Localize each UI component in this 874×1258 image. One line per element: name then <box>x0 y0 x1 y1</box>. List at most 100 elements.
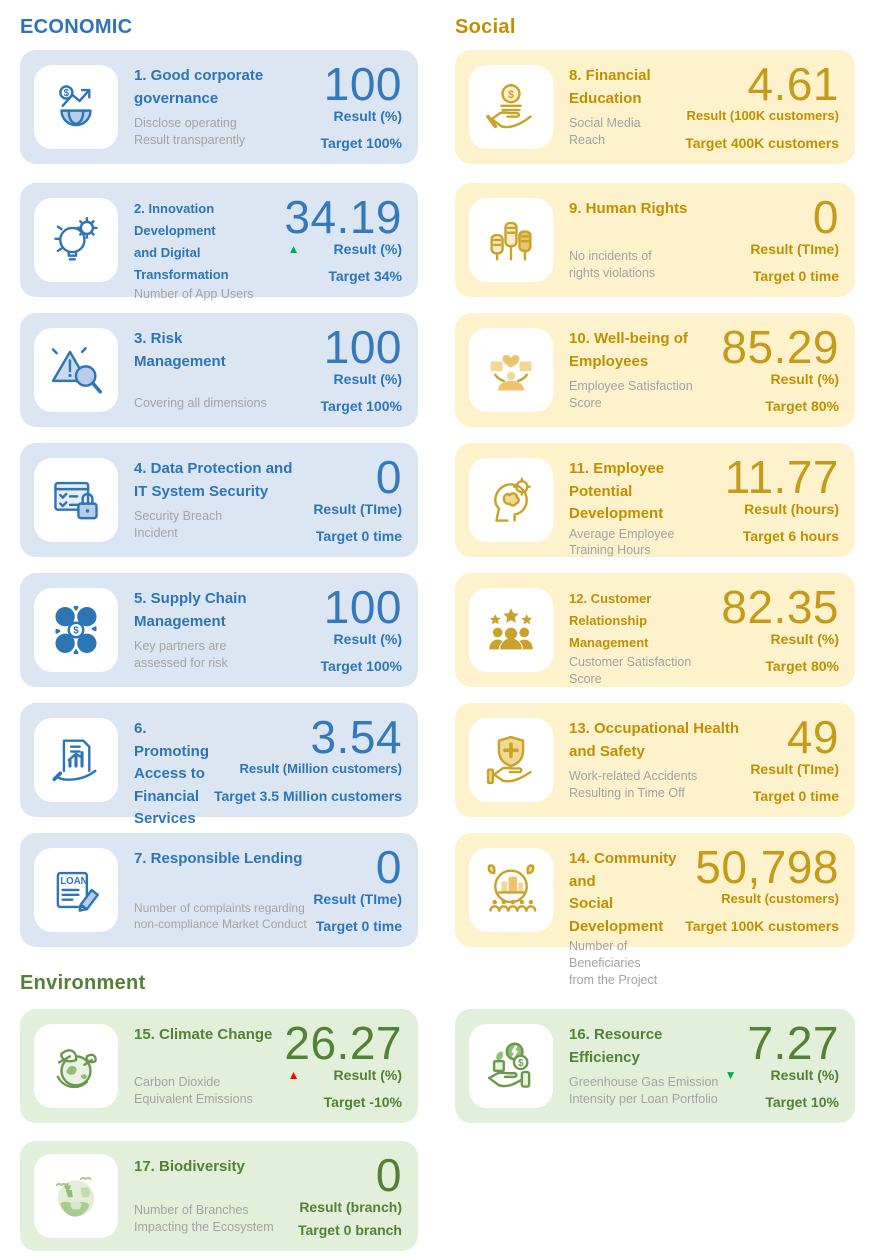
target-label: Target 400K customers <box>685 135 839 151</box>
head-brain-gear-icon <box>469 458 553 542</box>
coin-in-hand-icon: $ <box>469 65 553 149</box>
card-title: 2. Innovation Development and Digital Tr… <box>134 201 229 283</box>
result-label: Result (customers) <box>721 890 839 906</box>
target-label: Target 0 branch <box>298 1222 402 1238</box>
card-customer-relationship: 12. Customer Relationship Management Cus… <box>455 573 855 687</box>
people-stars-icon <box>469 588 553 672</box>
card-subtitle: Customer Satisfaction Score <box>569 655 692 687</box>
target-label: Target 100% <box>320 658 402 674</box>
card-subtitle: Employee Satisfaction Score <box>569 379 693 411</box>
raised-fists-icon <box>469 198 553 282</box>
trend-up-icon: ▲ <box>287 241 300 256</box>
card-data-protection: 4. Data Protection and IT System Securit… <box>20 443 418 557</box>
result-value: 82.35 <box>721 581 839 633</box>
result-value: 50,798 <box>695 841 839 893</box>
section-header-economic: ECONOMIC <box>20 16 133 38</box>
card-subtitle: Number of App Users <box>134 287 254 302</box>
card-title: 16. Resource Efficiency <box>569 1026 663 1066</box>
result-label: Result (branch) <box>299 1198 402 1215</box>
result-value: 4.61 <box>747 58 839 110</box>
target-label: Target 6 hours <box>742 528 839 544</box>
warning-magnifier-icon <box>34 328 118 412</box>
result-value: 100 <box>323 58 402 110</box>
card-biodiversity: 17. Biodiversity Number of Branches Impa… <box>20 1141 418 1251</box>
card-title: 11. Employee Potential Development <box>569 460 665 522</box>
card-title: 13. Occupational Health and Safety <box>569 720 740 760</box>
card-climate-change: 15. Climate Change Carbon Dioxide Equiva… <box>20 1009 418 1123</box>
card-title: 1. Good corporate governance <box>134 67 264 107</box>
trend-up-icon: ▲ <box>287 1067 300 1082</box>
result-value: 0 <box>375 451 402 503</box>
svg-text:$: $ <box>64 88 70 99</box>
result-label: Result (%) <box>333 240 402 257</box>
card-subtitle: Social Media Reach <box>569 116 641 148</box>
result-label: Result (TIme) <box>313 890 402 907</box>
earth-leaves-icon <box>34 1024 118 1108</box>
community-buildings-icon <box>469 848 553 932</box>
result-value: 0 <box>375 1149 402 1201</box>
result-label: Result (100K customers) <box>686 107 839 123</box>
target-label: Target 0 time <box>315 918 402 934</box>
trend-down-icon: ▼ <box>724 1067 737 1082</box>
card-subtitle: Disclose operating Result transparently <box>134 116 246 148</box>
card-good-corporate-governance: $ 1. Good corporate governance Disclose … <box>20 50 418 164</box>
shield-cross-hand-icon <box>469 718 553 802</box>
loan-document-pen-icon: LOAN <box>34 848 118 932</box>
card-subtitle: Number of Beneficiaries from the Project <box>569 939 658 987</box>
target-label: Target 100% <box>320 135 402 151</box>
svg-text:LOAN: LOAN <box>60 876 87 887</box>
result-label: Result (%) <box>333 370 402 387</box>
card-community-development: 14. Community and Social Development Num… <box>455 833 855 987</box>
card-subtitle: No incidents of rights violations <box>569 249 656 281</box>
target-label: Target 34% <box>328 268 402 284</box>
card-title: 10. Well-being of Employees <box>569 330 688 370</box>
supply-chain-cycle-icon: $ <box>34 588 118 672</box>
result-label: Result (TIme) <box>750 760 839 777</box>
card-title: 5. Supply Chain Management <box>134 590 247 630</box>
card-title: 9. Human Rights <box>569 200 688 217</box>
card-responsible-lending: LOAN 7. Responsible Lending Number of co… <box>20 833 418 947</box>
svg-text:$: $ <box>508 89 514 101</box>
target-label: Target 0 time <box>752 788 839 804</box>
card-risk-management: 3. Risk Management Covering all dimensio… <box>20 313 418 427</box>
plant-coins-hand-icon: $ <box>469 1024 553 1108</box>
target-label: Target 10% <box>765 1094 839 1110</box>
card-title: 3. Risk Management <box>134 330 226 370</box>
card-title: 7. Responsible Lending <box>134 850 303 867</box>
card-employee-wellbeing: 10. Well-being of Employees Employee Sat… <box>455 313 855 427</box>
result-value: 3.54 <box>310 711 402 763</box>
card-human-rights: 9. Human Rights No incidents of rights v… <box>455 183 855 297</box>
result-value: 49 <box>786 711 839 763</box>
result-value: 34.19 <box>284 191 402 243</box>
section-header-social: Social <box>455 16 516 38</box>
result-value: 85.29 <box>721 321 839 373</box>
card-supply-chain: $ 5. Supply Chain Management Key partner… <box>20 573 418 687</box>
result-label: Result (%) <box>770 370 839 387</box>
card-subtitle: Work-related Accidents Resulting in Time… <box>569 769 698 801</box>
card-occupational-safety: 13. Occupational Health and Safety Work-… <box>455 703 855 817</box>
result-label: Result (Million customers) <box>239 760 402 776</box>
card-title: 8. Financial Education <box>569 67 651 107</box>
globe-wildlife-icon <box>34 1154 118 1238</box>
result-label: Result (hours) <box>744 500 839 517</box>
card-resource-efficiency: $ 16. Resource Efficiency Greenhouse Gas… <box>455 1009 855 1123</box>
card-financial-education: $ 8. Financial Education Social Media Re… <box>455 50 855 164</box>
result-value: 0 <box>375 841 402 893</box>
card-title: 17. Biodiversity <box>134 1158 245 1175</box>
result-label: Result (TIme) <box>750 240 839 257</box>
card-subtitle: Carbon Dioxide Equivalent Emissions <box>134 1075 253 1107</box>
target-label: Target 0 time <box>752 268 839 284</box>
card-title: 6. Promoting Access to Financial Service… <box>134 720 209 827</box>
result-label: Result (%) <box>770 630 839 647</box>
card-title: 12. Customer Relationship Management <box>569 591 652 651</box>
card-subtitle: Key partners are assessed for risk <box>134 639 228 671</box>
target-label: Target 100K customers <box>685 918 839 934</box>
card-employee-development: 11. Employee Potential Development Avera… <box>455 443 855 557</box>
target-label: Target 80% <box>765 398 839 414</box>
document-chart-hand-icon <box>34 718 118 802</box>
card-title: 4. Data Protection and IT System Securit… <box>134 460 293 500</box>
target-label: Target 100% <box>320 398 402 414</box>
card-subtitle: Average Employee Training Hours <box>569 526 675 558</box>
svg-text:$: $ <box>73 626 79 637</box>
